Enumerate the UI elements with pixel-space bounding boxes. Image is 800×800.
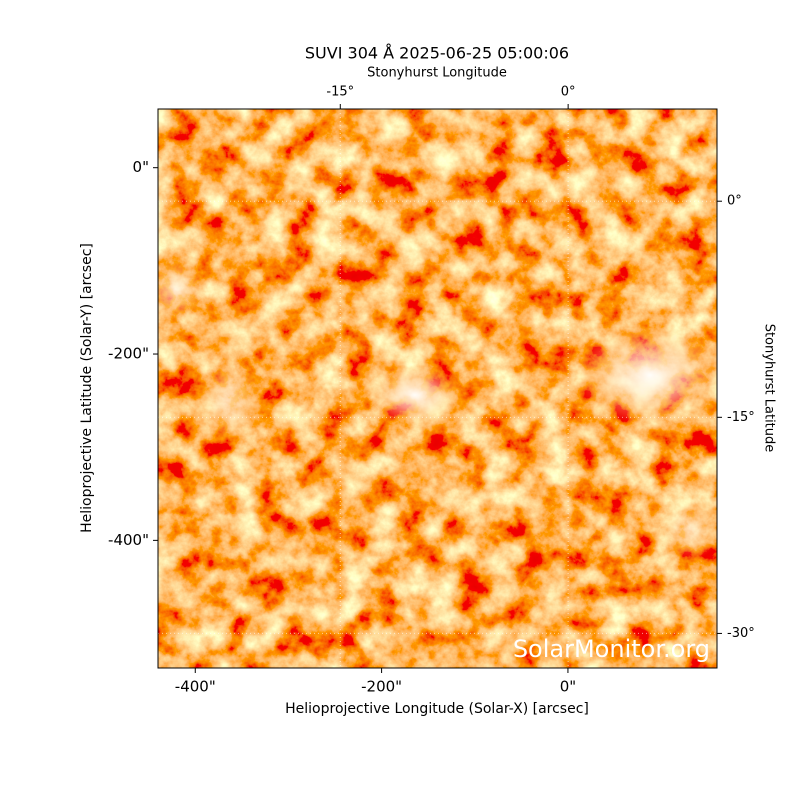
x-axis-label: Helioprojective Longitude (Solar-X) [arc…	[285, 701, 589, 717]
y2-tick-label: -15°	[727, 410, 755, 425]
watermark: SolarMonitor.org	[513, 635, 710, 663]
x-tick-label: 0"	[560, 678, 576, 696]
right-axis-label: Stonyhurst Latitude	[762, 324, 777, 453]
y-tick-label: -200"	[108, 345, 149, 363]
y2-tick-label: -30°	[727, 626, 755, 641]
x2-tick-label: 0°	[561, 85, 576, 100]
top-axis-label: Stonyhurst Longitude	[367, 66, 507, 81]
x-tick-label: -400"	[175, 678, 216, 696]
y2-tick-label: 0°	[727, 194, 742, 209]
solar-image	[158, 109, 717, 668]
x-tick-label: -200"	[361, 678, 402, 696]
x2-tick-label: -15°	[326, 85, 354, 100]
chart-title: SUVI 304 Å 2025-06-25 05:00:06	[305, 44, 569, 63]
axes-layer: -400" -200" 0" 0" -200" -400" -15° 0° 0° -15° -30°	[108, 85, 755, 696]
plot-frame	[157, 108, 718, 669]
y-axis-label: Helioprojective Latitude (Solar-Y) [arcs…	[79, 243, 95, 533]
y-tick-label: -400"	[108, 531, 149, 549]
y-tick-label: 0"	[133, 158, 149, 176]
